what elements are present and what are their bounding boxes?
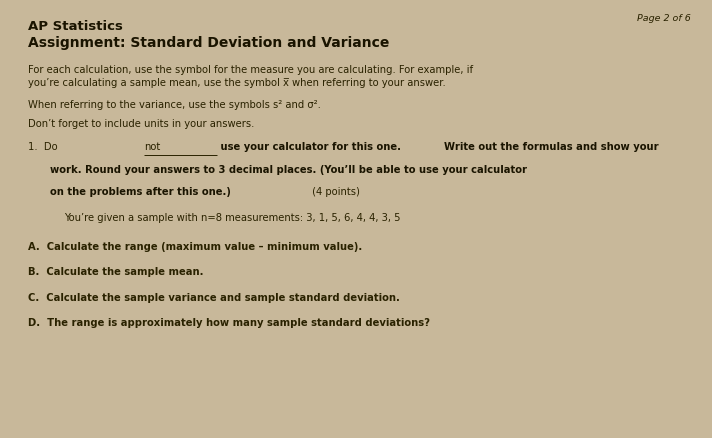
Text: not: not — [144, 142, 160, 152]
Text: You’re given a sample with n=8 measurements: 3, 1, 5, 6, 4, 4, 3, 5: You’re given a sample with n=8 measureme… — [64, 213, 401, 223]
Text: on the problems after this one.): on the problems after this one.) — [50, 187, 231, 197]
Text: use your calculator for this one.: use your calculator for this one. — [216, 142, 404, 152]
Text: Page 2 of 6: Page 2 of 6 — [637, 14, 691, 23]
Text: (4 points): (4 points) — [308, 187, 360, 197]
Text: C.  Calculate the sample variance and sample standard deviation.: C. Calculate the sample variance and sam… — [28, 293, 400, 303]
Text: you’re calculating a sample mean, use the symbol x̅ when referring to your answe: you’re calculating a sample mean, use th… — [28, 78, 446, 88]
Text: When referring to the variance, use the symbols s² and σ².: When referring to the variance, use the … — [28, 100, 321, 110]
Text: Write out the formulas and show your: Write out the formulas and show your — [444, 142, 659, 152]
Text: work. Round your answers to 3 decimal places. (You’ll be able to use your calcul: work. Round your answers to 3 decimal pl… — [50, 165, 527, 175]
Text: A.  Calculate the range (maximum value – minimum value).: A. Calculate the range (maximum value – … — [28, 242, 362, 252]
Text: B.  Calculate the sample mean.: B. Calculate the sample mean. — [28, 267, 204, 277]
Text: AP Statistics: AP Statistics — [28, 20, 123, 33]
Text: Don’t forget to include units in your answers.: Don’t forget to include units in your an… — [28, 119, 255, 129]
Text: 1.  Do: 1. Do — [28, 142, 61, 152]
Text: For each calculation, use the symbol for the measure you are calculating. For ex: For each calculation, use the symbol for… — [28, 65, 473, 75]
Text: Assignment: Standard Deviation and Variance: Assignment: Standard Deviation and Varia… — [28, 36, 390, 50]
Text: D.  The range is approximately how many sample standard deviations?: D. The range is approximately how many s… — [28, 318, 431, 328]
